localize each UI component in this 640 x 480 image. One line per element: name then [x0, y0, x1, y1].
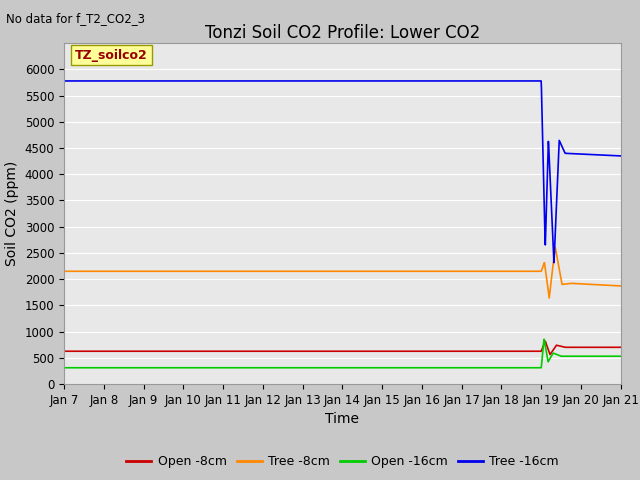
Y-axis label: Soil CO2 (ppm): Soil CO2 (ppm): [5, 161, 19, 266]
X-axis label: Time: Time: [325, 412, 360, 426]
Title: Tonzi Soil CO2 Profile: Lower CO2: Tonzi Soil CO2 Profile: Lower CO2: [205, 24, 480, 42]
Text: TZ_soilco2: TZ_soilco2: [75, 48, 148, 61]
Legend: Open -8cm, Tree -8cm, Open -16cm, Tree -16cm: Open -8cm, Tree -8cm, Open -16cm, Tree -…: [121, 450, 564, 473]
Text: No data for f_T2_CO2_3: No data for f_T2_CO2_3: [6, 12, 145, 25]
